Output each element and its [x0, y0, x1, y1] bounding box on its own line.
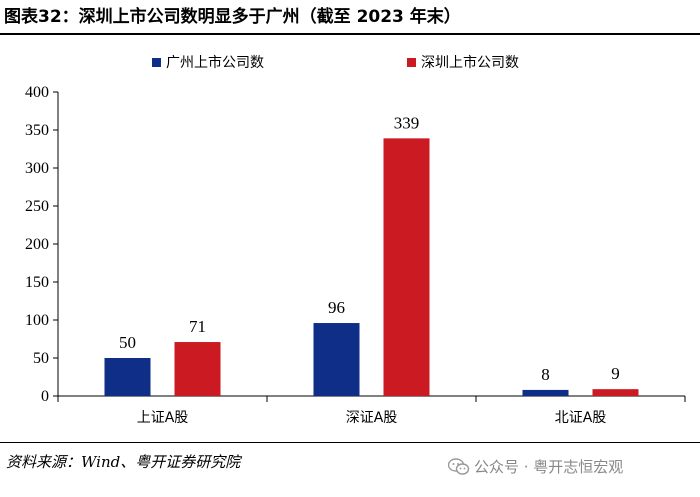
source-note: 资料来源：Wind、粤开证券研究院: [6, 453, 241, 471]
y-axis: 0 50 100 150 200 250 300 350 400: [25, 84, 59, 405]
bar-guangzhou: [313, 323, 360, 396]
watermark: 公众号 · 粤开志恒宏观: [448, 456, 623, 477]
legend-swatch-2: [407, 58, 416, 67]
data-label: 50: [119, 333, 136, 352]
legend-label-1: 广州上市公司数: [166, 54, 264, 71]
data-label: 9: [611, 364, 620, 383]
bar-shenzhen: [592, 389, 639, 396]
y-tick-label: 250: [25, 198, 49, 215]
data-label: 339: [394, 113, 420, 132]
chart-title: 图表32：深圳上市公司数明显多于广州（截至 2023 年末）: [4, 7, 461, 27]
y-tick-label: 300: [25, 160, 49, 177]
y-tick-label: 200: [25, 236, 49, 253]
legend: 广州上市公司数 深圳上市公司数: [152, 54, 519, 71]
bar-chart: 广州上市公司数 深圳上市公司数 050100150200250300350400 …: [25, 54, 686, 426]
bar-shenzhen: [383, 138, 430, 397]
data-label: 71: [189, 317, 206, 336]
legend-swatch-1: [152, 58, 161, 67]
y-tick-label: 100: [25, 312, 49, 329]
bars: 50 71 96 339 8 9: [104, 113, 639, 397]
watermark-text: 公众号 · 粤开志恒宏观: [474, 458, 624, 476]
bar-shenzhen: [174, 342, 221, 396]
footer-rule: [0, 442, 700, 443]
data-label: 8: [541, 365, 550, 384]
y-tick-label: 50: [33, 350, 49, 367]
legend-label-2: 深圳上市公司数: [421, 54, 519, 71]
data-label: 96: [328, 298, 345, 317]
x-category-label: 北证A股: [555, 410, 607, 426]
y-tick-label: 0: [41, 388, 49, 405]
x-axis: 上证A股 深证A股 北证A股: [57, 395, 686, 426]
x-category-label: 深证A股: [346, 410, 398, 426]
y-tick-label: 150: [25, 274, 49, 291]
bar-guangzhou: [104, 358, 151, 396]
bar-guangzhou: [522, 389, 569, 396]
wechat-icon: [448, 457, 470, 475]
title-rule: [0, 33, 700, 35]
y-tick-label: 400: [25, 84, 49, 101]
x-category-label: 上证A股: [137, 410, 189, 426]
y-tick-label: 350: [25, 122, 49, 139]
